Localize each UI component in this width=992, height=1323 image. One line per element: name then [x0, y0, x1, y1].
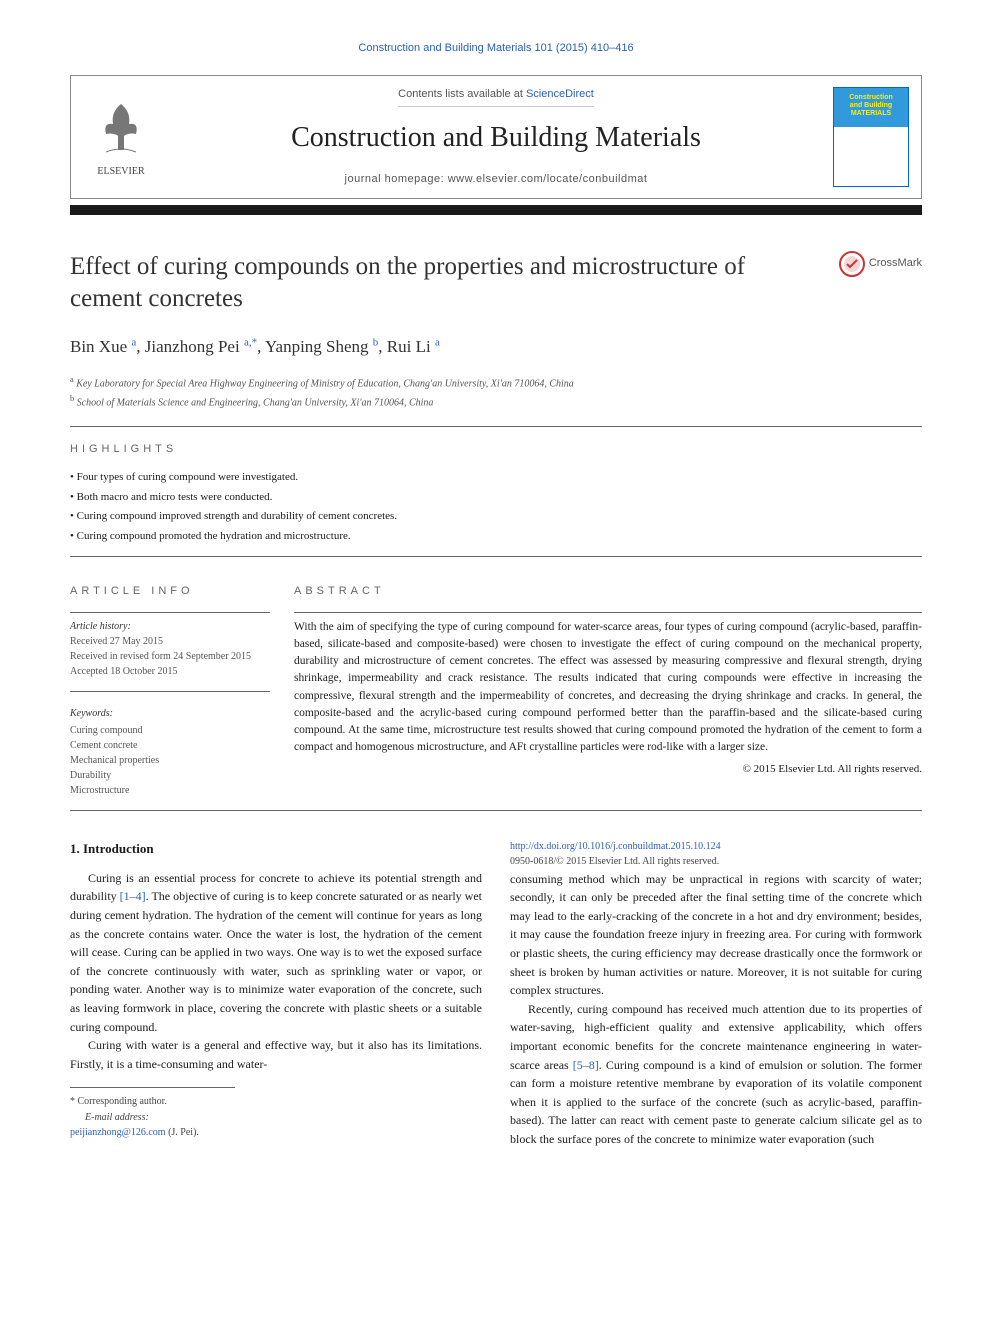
intro-paragraph-2-cont: consuming method which may be unpractica… — [510, 870, 922, 1000]
divider — [70, 426, 922, 427]
header-center: Contents lists available at ScienceDirec… — [171, 76, 821, 198]
keyword-item: Microstructure — [70, 783, 270, 798]
keyword-item: Durability — [70, 768, 270, 783]
contents-prefix: Contents lists available at — [398, 88, 526, 100]
divider — [70, 810, 922, 811]
sciencedirect-link[interactable]: ScienceDirect — [526, 88, 594, 100]
divider — [294, 612, 922, 613]
highlight-item: Curing compound promoted the hydration a… — [70, 528, 922, 545]
keyword-item: Cement concrete — [70, 738, 270, 753]
highlights-section: highlights Four types of curing compound… — [70, 441, 922, 545]
crossmark-badge[interactable]: CrossMark — [839, 251, 922, 277]
p1-text-b: . The objective of curing is to keep con… — [70, 889, 482, 1033]
elsevier-label: ELSEVIER — [97, 164, 144, 179]
divider — [70, 556, 922, 557]
doi-block: http://dx.doi.org/10.1016/j.conbuildmat.… — [510, 839, 922, 870]
cover-line-2: and Building — [850, 102, 892, 110]
corr-email-link[interactable]: peijianzhong@126.com — [70, 1127, 166, 1138]
abstract-label: abstract — [294, 583, 922, 600]
article-title: Effect of curing compounds on the proper… — [70, 251, 839, 316]
intro-paragraph-3: Recently, curing compound has received m… — [510, 1000, 922, 1149]
journal-name: Construction and Building Materials — [291, 117, 701, 159]
elsevier-logo: ELSEVIER — [71, 76, 171, 198]
homepage-prefix: journal homepage: — [345, 173, 448, 185]
intro-paragraph-2: Curing with water is a general and effec… — [70, 1036, 482, 1073]
crossmark-icon — [839, 251, 865, 277]
intro-paragraph-1: Curing is an essential process for concr… — [70, 869, 482, 1036]
cover-line-1: Construction — [849, 94, 893, 102]
highlight-item: Both macro and micro tests were conducte… — [70, 489, 922, 506]
cover-line-3: MATERIALS — [851, 110, 891, 118]
email-suffix: (J. Pei). — [166, 1127, 199, 1138]
keywords-label: Keywords: — [70, 706, 270, 721]
history-label: Article history: — [70, 621, 131, 632]
info-abstract-row: article info Article history: Received 2… — [70, 569, 922, 798]
doi-link[interactable]: http://dx.doi.org/10.1016/j.conbuildmat.… — [510, 841, 721, 852]
article-info-label: article info — [70, 583, 270, 600]
keyword-item: Curing compound — [70, 723, 270, 738]
ref-link-1-4[interactable]: [1–4] — [120, 889, 146, 903]
journal-cover-thumbnail: Construction and Building MATERIALS — [833, 87, 909, 187]
intro-heading: 1. Introduction — [70, 839, 482, 859]
divider — [70, 612, 270, 613]
accepted-date: Accepted 18 October 2015 — [70, 666, 177, 677]
keywords-list: Curing compoundCement concreteMechanical… — [70, 723, 270, 798]
corr-author: * Corresponding author. — [70, 1094, 235, 1110]
authors: Bin Xue a, Jianzhong Pei a,*, Yanping Sh… — [70, 334, 922, 360]
revised-date: Received in revised form 24 September 20… — [70, 651, 251, 662]
article-info-column: article info Article history: Received 2… — [70, 569, 270, 798]
affiliations: a Key Laboratory for Special Area Highwa… — [70, 373, 922, 412]
abstract-copyright: © 2015 Elsevier Ltd. All rights reserved… — [294, 761, 922, 778]
crossmark-label: CrossMark — [869, 255, 922, 272]
keyword-item: Mechanical properties — [70, 753, 270, 768]
thick-rule — [70, 205, 922, 215]
contents-line: Contents lists available at ScienceDirec… — [398, 86, 594, 108]
journal-cover: Construction and Building MATERIALS — [821, 76, 921, 198]
elsevier-tree-icon — [91, 94, 151, 160]
highlight-item: Four types of curing compound were inves… — [70, 469, 922, 486]
received-date: Received 27 May 2015 — [70, 636, 163, 647]
homepage-url: www.elsevier.com/locate/conbuildmat — [448, 173, 648, 185]
citation-line: Construction and Building Materials 101 … — [70, 40, 922, 57]
journal-header: ELSEVIER Contents lists available at Sci… — [70, 75, 922, 199]
ref-link-5-8[interactable]: [5–8] — [573, 1058, 599, 1072]
issn-copyright: 0950-0618/© 2015 Elsevier Ltd. All right… — [510, 856, 719, 867]
email-label: E-mail address: — [85, 1112, 149, 1123]
highlight-item: Curing compound improved strength and du… — [70, 508, 922, 525]
abstract-column: abstract With the aim of specifying the … — [294, 569, 922, 798]
corresponding-footnote: * Corresponding author. E-mail address: … — [70, 1087, 235, 1141]
title-row: Effect of curing compounds on the proper… — [70, 251, 922, 316]
abstract-text: With the aim of specifying the type of c… — [294, 619, 922, 757]
highlights-list: Four types of curing compound were inves… — [70, 469, 922, 544]
divider — [70, 691, 270, 692]
body-columns: 1. Introduction Curing is an essential p… — [70, 839, 922, 1150]
journal-homepage: journal homepage: www.elsevier.com/locat… — [345, 171, 648, 188]
highlights-label: highlights — [70, 441, 922, 458]
